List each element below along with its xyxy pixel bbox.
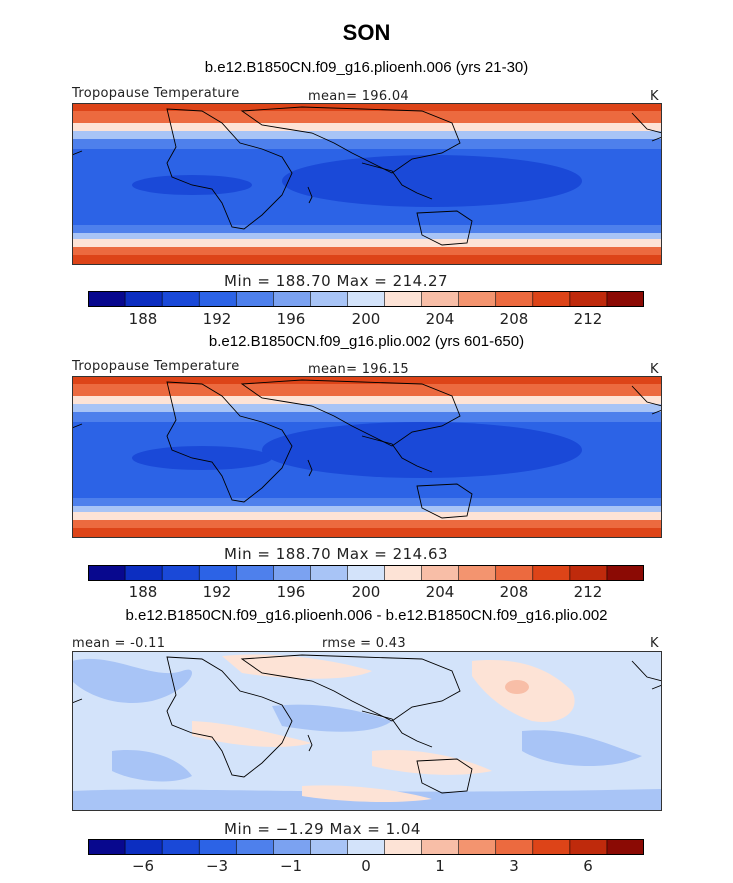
colorbar-tick: 196	[276, 583, 306, 601]
colorbar-swatch	[606, 565, 644, 581]
colorbar-swatch	[421, 839, 459, 855]
colorbar-swatch	[532, 291, 571, 307]
colorbar-swatch	[421, 565, 459, 581]
colorbar-swatch	[310, 565, 348, 581]
colorbar-swatch	[347, 839, 385, 855]
colorbar-swatch	[199, 839, 237, 855]
colorbar-swatch	[88, 565, 126, 581]
colorbar-tick: 208	[499, 583, 529, 601]
colorbar-swatch	[421, 291, 459, 307]
panel-1-title: b.e12.B1850CN.f09_g16.plioenh.006 (yrs 2…	[204, 59, 529, 76]
panel-2-min-max: Min = 188.70 Max = 214.63	[224, 545, 449, 563]
colorbar-swatch	[162, 839, 200, 855]
colorbar-swatch	[569, 839, 608, 855]
colorbar-swatch	[384, 565, 422, 581]
colorbar-tick: 6	[583, 857, 593, 875]
colorbar-swatch	[458, 291, 497, 307]
panel-1-colorbar	[88, 291, 644, 307]
colorbar-tick: 192	[202, 310, 232, 328]
colorbar-swatch	[310, 291, 348, 307]
colorbar-swatch	[495, 839, 534, 855]
colorbar-swatch	[125, 291, 163, 307]
panel-3-units-label: K	[650, 636, 659, 651]
colorbar-tick: 3	[509, 857, 519, 875]
colorbar-tick: 212	[573, 310, 603, 328]
colorbar-tick: 204	[425, 583, 455, 601]
colorbar-swatch	[273, 839, 311, 855]
colorbar-swatch	[532, 565, 571, 581]
colorbar-swatch	[495, 291, 534, 307]
colorbar-swatch	[236, 565, 274, 581]
colorbar-swatch	[162, 565, 200, 581]
panel-2-variable-label: Tropopause Temperature	[72, 359, 240, 374]
colorbar-swatch	[273, 565, 311, 581]
panel-2-map	[72, 376, 662, 538]
colorbar-swatch	[606, 839, 644, 855]
colorbar-tick: −6	[131, 857, 155, 875]
colorbar-swatch	[310, 839, 348, 855]
colorbar-border	[88, 565, 644, 581]
colorbar-tick: 204	[425, 310, 455, 328]
colorbar-tick: 200	[351, 583, 381, 601]
colorbar-border	[88, 839, 644, 855]
colorbar-swatch	[458, 565, 497, 581]
colorbar-swatch	[236, 839, 274, 855]
colorbar-tick: −1	[279, 857, 303, 875]
colorbar-tick: −3	[205, 857, 229, 875]
colorbar-swatch	[125, 565, 163, 581]
panel-2-colorbar-ticks: 188 192 196 200 204 208 212	[88, 583, 644, 603]
colorbar-swatch	[162, 291, 200, 307]
colorbar-swatch	[458, 839, 497, 855]
colorbar-swatch	[495, 565, 534, 581]
panel-2-units-label: K	[650, 362, 659, 377]
colorbar-tick: 192	[202, 583, 232, 601]
colorbar-swatch	[384, 291, 422, 307]
colorbar-tick: 1	[435, 857, 445, 875]
colorbar-tick: 0	[361, 857, 371, 875]
colorbar-swatch	[606, 291, 644, 307]
panel-2-title: b.e12.B1850CN.f09_g16.plio.002 (yrs 601-…	[208, 333, 525, 350]
panel-2-colorbar	[88, 565, 644, 581]
panel-3-colorbar-ticks: −6 −3 −1 0 1 3 6	[88, 857, 644, 877]
colorbar-swatch	[88, 839, 126, 855]
panel-1-min-max: Min = 188.70 Max = 214.27	[224, 272, 449, 290]
colorbar-swatch	[125, 839, 163, 855]
figure-title: SON	[342, 20, 391, 45]
colorbar-tick: 208	[499, 310, 529, 328]
colorbar-swatch	[569, 565, 608, 581]
colorbar-border	[88, 291, 644, 307]
colorbar-tick: 188	[128, 583, 158, 601]
panel-2-mean-label: mean= 196.15	[308, 362, 409, 377]
panel-3-map	[72, 651, 662, 811]
panel-1-mean-label: mean= 196.04	[308, 89, 409, 104]
colorbar-tick: 196	[276, 310, 306, 328]
colorbar-swatch	[347, 291, 385, 307]
colorbar-tick: 188	[128, 310, 158, 328]
colorbar-swatch	[384, 839, 422, 855]
colorbar-swatch	[199, 291, 237, 307]
colorbar-tick: 200	[351, 310, 381, 328]
colorbar-swatch	[199, 565, 237, 581]
panel-3-rmse-label: rmse = 0.43	[322, 636, 406, 651]
panel-3-mean-label: mean = -0.11	[72, 636, 166, 651]
panel-1-map	[72, 103, 662, 265]
panel-3-colorbar	[88, 839, 644, 855]
colorbar-swatch	[236, 291, 274, 307]
colorbar-tick: 212	[573, 583, 603, 601]
colorbar-swatch	[347, 565, 385, 581]
panel-1-colorbar-ticks: 188 192 196 200 204 208 212	[88, 310, 644, 330]
colorbar-swatch	[273, 291, 311, 307]
panel-3-title: b.e12.B1850CN.f09_g16.plioenh.006 - b.e1…	[125, 607, 608, 624]
panel-1-units-label: K	[650, 89, 659, 104]
colorbar-swatch	[532, 839, 571, 855]
colorbar-swatch	[569, 291, 608, 307]
panel-3-min-max: Min = −1.29 Max = 1.04	[224, 820, 421, 838]
panel-1-variable-label: Tropopause Temperature	[72, 86, 240, 101]
colorbar-swatch	[88, 291, 126, 307]
